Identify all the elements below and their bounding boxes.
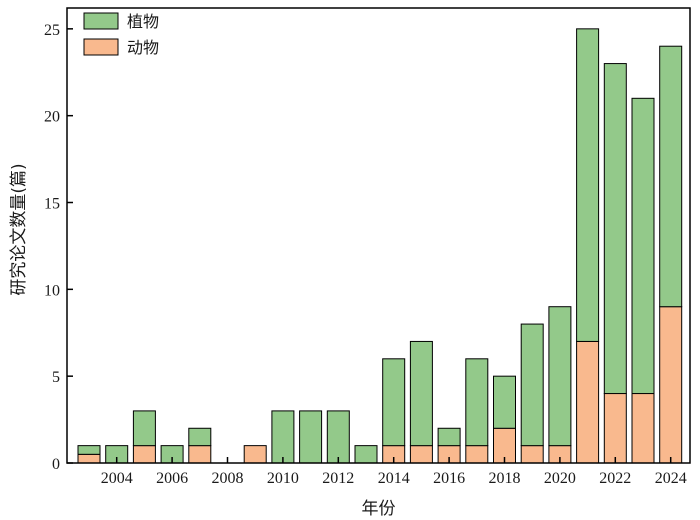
bar-plant-2018 — [493, 375, 516, 429]
legend-swatch-animal — [83, 38, 119, 56]
x-axis-title: 年份 — [362, 499, 396, 519]
bar-animal-2009 — [243, 445, 267, 464]
y-tick-label-20: 20 — [44, 109, 60, 126]
bar-plant-2007 — [188, 427, 212, 447]
x-tick-label-2006: 2006 — [156, 470, 188, 487]
y-tick-label-25: 25 — [44, 22, 60, 39]
y-tick-label-5: 5 — [52, 369, 60, 386]
x-tick-label-2024: 2024 — [655, 470, 687, 487]
bar-animal-2024 — [659, 306, 683, 464]
bar-plant-2015 — [409, 340, 433, 447]
bar-plant-2003 — [77, 445, 101, 455]
y-axis-title: 研究论文数量(篇) — [9, 163, 29, 295]
y-axis: 0 5 10 15 20 25 — [44, 22, 73, 473]
x-tick-label-2012: 2012 — [322, 470, 354, 487]
y-tick-label-10: 10 — [44, 282, 60, 299]
bars-group — [77, 28, 683, 464]
bar-animal-2023 — [631, 393, 655, 464]
bar-animal-2015 — [409, 445, 433, 464]
bar-plant-2014 — [382, 358, 406, 447]
bar-plant-2012 — [326, 410, 350, 464]
x-tick-label-2018: 2018 — [489, 470, 521, 487]
bar-animal-2017 — [465, 445, 489, 464]
x-tick-label-2022: 2022 — [599, 470, 631, 487]
x-tick-label-2004: 2004 — [101, 470, 133, 487]
x-tick-label-2014: 2014 — [378, 470, 410, 487]
bar-plant-2016 — [437, 427, 461, 447]
x-tick-label-2010: 2010 — [267, 470, 299, 487]
bar-plant-2019 — [520, 323, 544, 447]
x-tick-label-2016: 2016 — [433, 470, 465, 487]
bar-plant-2013 — [354, 445, 378, 464]
bar-plant-2010 — [271, 410, 295, 464]
bar-plant-2024 — [659, 45, 683, 308]
bar-animal-2019 — [520, 445, 544, 464]
legend-swatch-plant — [83, 12, 119, 30]
bar-plant-2005 — [132, 410, 156, 447]
x-axis: 2004 2006 2008 2010 2012 2014 2016 2018 2020 2022… — [101, 457, 687, 487]
plot-frame — [66, 7, 691, 464]
bar-animal-2022 — [603, 393, 627, 464]
legend: 植物 动物 — [83, 12, 159, 57]
bar-animal-2003 — [77, 453, 101, 464]
bar-plant-2017 — [465, 358, 489, 447]
bar-animal-2021 — [576, 340, 600, 464]
legend-label-plant: 植物 — [127, 12, 159, 31]
bar-plant-2022 — [603, 63, 627, 395]
y-tick-label-0: 0 — [52, 456, 60, 473]
bar-plant-2021 — [576, 28, 600, 342]
bar-animal-2007 — [188, 445, 212, 464]
bar-plant-2020 — [548, 306, 572, 447]
x-tick-label-2008: 2008 — [212, 470, 244, 487]
y-tick-label-15: 15 — [44, 196, 60, 213]
bar-plant-2023 — [631, 97, 655, 395]
legend-label-animal: 动物 — [127, 38, 159, 57]
bar-plant-2011 — [299, 410, 323, 464]
bar-animal-2005 — [132, 445, 156, 464]
x-tick-label-2020: 2020 — [544, 470, 576, 487]
